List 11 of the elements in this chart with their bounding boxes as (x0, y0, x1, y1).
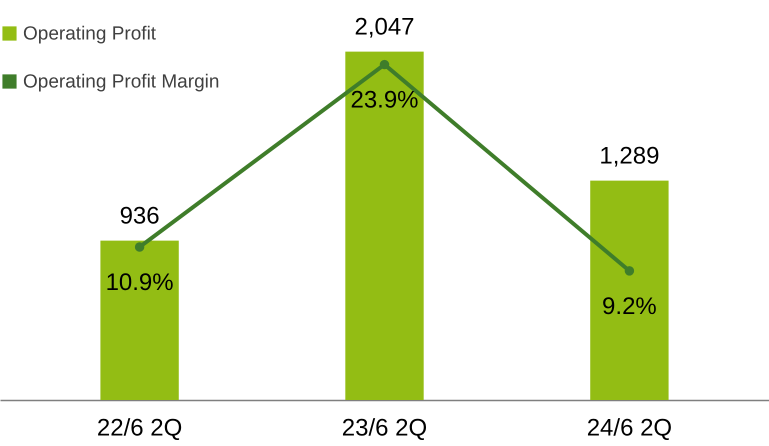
data-label: 1,289 (599, 142, 660, 170)
data-label: 10.9% (106, 269, 174, 296)
legend-label: Operating Profit (23, 24, 157, 44)
data-label: 23.9% (350, 86, 419, 114)
data-label: 9.2% (602, 292, 657, 320)
data-label: 936 (120, 202, 160, 230)
x-tick-label: 22/6 2Q (96, 414, 182, 442)
legend-label: Operating Profit Margin (23, 72, 220, 92)
data-label: 2,047 (354, 14, 415, 41)
x-tick-label: 23/6 2Q (342, 414, 428, 442)
x-tick-label: 24/6 2Q (586, 414, 672, 442)
